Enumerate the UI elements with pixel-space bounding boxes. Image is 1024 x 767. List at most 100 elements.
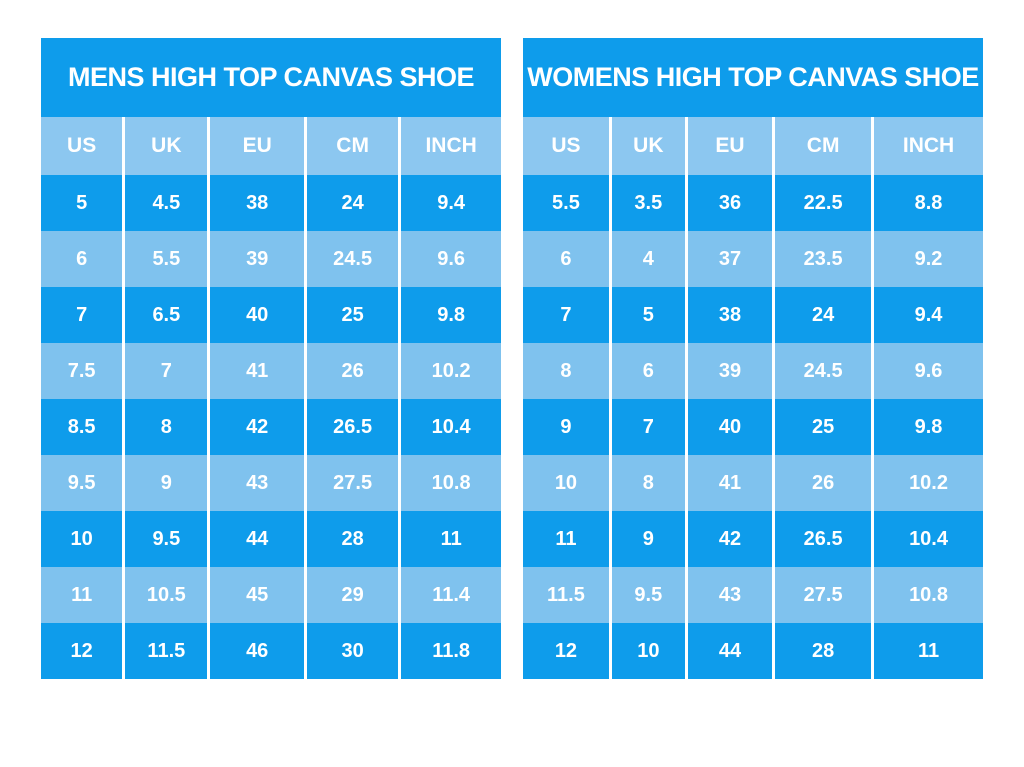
mens-size-table: US UK EU CM INCH 5 4.5 38 24 9.4 6 5.5 39 24.5 9.6 7 6.… [41, 117, 501, 679]
size-cell: 30 [303, 623, 400, 679]
size-cell: 9 [560, 415, 572, 438]
size-cell: 10.4 [871, 511, 983, 567]
size-cell: 25 [303, 287, 400, 343]
table-row: 7 5 38 24 9.4 [523, 287, 983, 343]
table-row: 6 4 37 23.5 9.2 [523, 231, 983, 287]
size-cell: 9.8 [398, 287, 501, 343]
size-cell: 40 [207, 287, 306, 343]
mens-chart-title: MENS HIGH TOP CANVAS SHOE [41, 38, 501, 117]
size-cell: 11 [71, 583, 93, 606]
size-cell: 8 [608, 455, 687, 511]
size-cell: 43 [684, 567, 774, 623]
size-cell: 27.5 [303, 455, 400, 511]
table-row: 11 10.5 45 29 11.4 [41, 567, 501, 623]
table-row: 8 6 39 24.5 9.6 [523, 343, 983, 399]
womens-size-table: US UK EU CM INCH 5.5 3.5 36 22.5 8.8 6 4 37 23.5 9.2 7… [523, 117, 983, 679]
size-cell: 7 [122, 343, 209, 399]
mens-header-row: US UK EU CM INCH [41, 117, 501, 175]
size-cell: 36 [684, 175, 774, 231]
size-cell: 6 [560, 247, 572, 270]
size-cell: 9.6 [871, 343, 983, 399]
size-cell: 8.5 [67, 415, 96, 438]
size-cell: 28 [303, 511, 400, 567]
table-row: 5.5 3.5 36 22.5 8.8 [523, 175, 983, 231]
size-cell: 24.5 [303, 231, 400, 287]
size-cell: 7 [608, 399, 687, 455]
column-header-us: US [67, 134, 97, 157]
size-cell: 6 [76, 247, 88, 270]
size-cell: 11.4 [398, 567, 501, 623]
column-header-cm: CM [303, 117, 400, 175]
column-header-uk: UK [608, 117, 687, 175]
table-row: 5 4.5 38 24 9.4 [41, 175, 501, 231]
size-cell: 9.2 [871, 231, 983, 287]
size-cell: 9.5 [608, 567, 687, 623]
size-cell: 10.4 [398, 399, 501, 455]
size-cell: 11 [871, 623, 983, 679]
mens-size-chart: MENS HIGH TOP CANVAS SHOE US UK EU CM INCH 5… [41, 38, 501, 767]
mens-table-body: 5 4.5 38 24 9.4 6 5.5 39 24.5 9.6 7 6.5 40 25 9.8 7.5 7 4… [41, 175, 501, 679]
size-cell: 28 [772, 623, 873, 679]
size-cell: 7 [76, 303, 88, 326]
size-cell: 26 [772, 455, 873, 511]
size-cell: 8 [560, 359, 572, 382]
table-row: 6 5.5 39 24.5 9.6 [41, 231, 501, 287]
size-cell: 45 [207, 567, 306, 623]
size-cell: 10 [608, 623, 687, 679]
size-cell: 5 [608, 287, 687, 343]
size-cell: 23.5 [772, 231, 873, 287]
size-cell: 9.4 [398, 175, 501, 231]
size-cell: 42 [684, 511, 774, 567]
size-cell: 29 [303, 567, 400, 623]
size-cell: 9 [122, 455, 209, 511]
size-cell: 10.2 [871, 455, 983, 511]
size-cell: 11.5 [122, 623, 209, 679]
size-cell: 9.5 [67, 471, 96, 494]
size-cell: 4 [608, 231, 687, 287]
table-row: 12 10 44 28 11 [523, 623, 983, 679]
womens-size-chart: WOMENS HIGH TOP CANVAS SHOE US UK EU CM INCH… [523, 38, 983, 767]
size-cell: 40 [684, 399, 774, 455]
size-cell: 44 [684, 623, 774, 679]
size-cell: 22.5 [772, 175, 873, 231]
size-cell: 12 [554, 639, 578, 662]
size-cell: 10 [554, 471, 578, 494]
size-cell: 42 [207, 399, 306, 455]
size-cell: 11 [555, 527, 577, 550]
size-cell: 8.8 [871, 175, 983, 231]
size-cell: 11.8 [398, 623, 501, 679]
size-cell: 37 [684, 231, 774, 287]
size-cell: 11.5 [547, 583, 585, 606]
table-row: 7 6.5 40 25 9.8 [41, 287, 501, 343]
size-cell: 10.8 [871, 567, 983, 623]
column-header-cm: CM [772, 117, 873, 175]
table-row: 10 9.5 44 28 11 [41, 511, 501, 567]
size-cell: 5.5 [122, 231, 209, 287]
size-cell: 39 [684, 343, 774, 399]
size-cell: 5 [76, 191, 88, 214]
column-header-eu: EU [207, 117, 306, 175]
size-cell: 38 [684, 287, 774, 343]
size-cell: 6 [608, 343, 687, 399]
size-cell: 38 [207, 175, 306, 231]
size-cell: 26.5 [303, 399, 400, 455]
column-header-uk: UK [122, 117, 209, 175]
table-row: 7.5 7 41 26 10.2 [41, 343, 501, 399]
column-header-inch: INCH [398, 117, 501, 175]
size-cell: 41 [684, 455, 774, 511]
size-cell: 25 [772, 399, 873, 455]
size-cell: 9.5 [122, 511, 209, 567]
table-row: 11 9 42 26.5 10.4 [523, 511, 983, 567]
size-cell: 4.5 [122, 175, 209, 231]
size-cell: 44 [207, 511, 306, 567]
table-row: 11.5 9.5 43 27.5 10.8 [523, 567, 983, 623]
womens-chart-title: WOMENS HIGH TOP CANVAS SHOE [523, 38, 983, 117]
size-cell: 5.5 [552, 191, 580, 214]
size-cell: 7 [560, 303, 572, 326]
size-cell: 9 [608, 511, 687, 567]
size-cell: 24.5 [772, 343, 873, 399]
table-row: 10 8 41 26 10.2 [523, 455, 983, 511]
table-row: 9.5 9 43 27.5 10.8 [41, 455, 501, 511]
size-cell: 39 [207, 231, 306, 287]
